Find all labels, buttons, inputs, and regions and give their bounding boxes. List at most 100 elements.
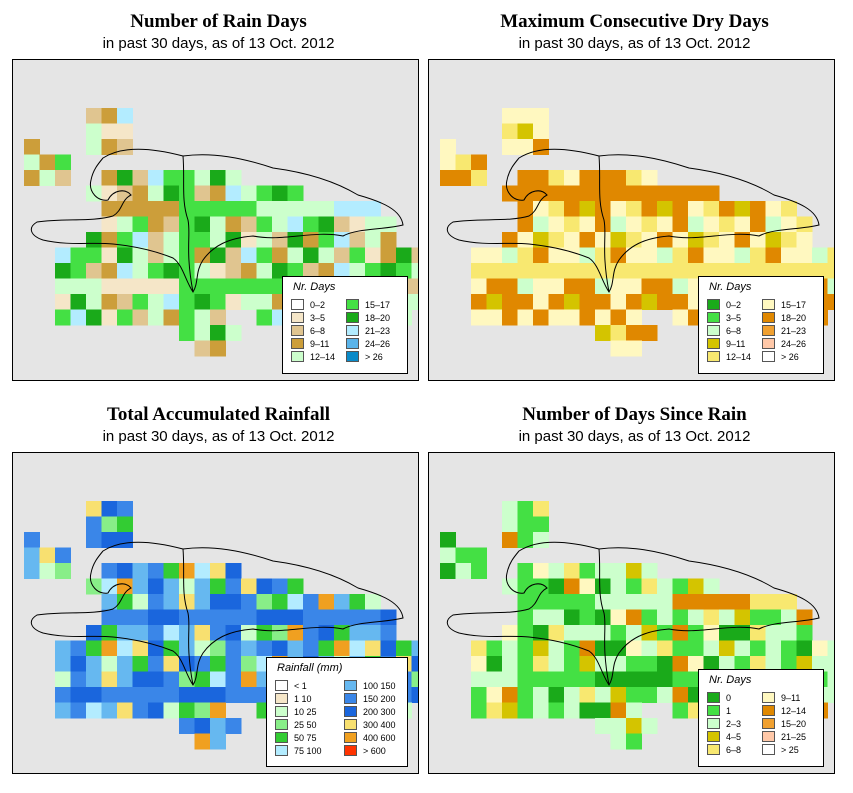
grid-cell (132, 294, 149, 310)
grid-cell (703, 594, 720, 610)
grid-cell (194, 625, 211, 641)
grid-cell (734, 640, 751, 657)
grid-cell (210, 216, 226, 233)
legend-swatch (346, 312, 359, 323)
legend-label: 12–14 (726, 351, 752, 362)
grid-cell (579, 309, 596, 326)
grid-cell (163, 702, 180, 719)
grid-cell (827, 278, 834, 295)
grid-cell (24, 563, 40, 579)
grid-cell (657, 247, 673, 264)
grid-cell (657, 671, 673, 688)
legend-label: 24–26 (365, 338, 391, 349)
grid-cell (703, 247, 720, 264)
grid-cell (210, 201, 226, 217)
grid-cell (440, 547, 456, 564)
grid-cell (194, 594, 211, 610)
grid-cell (163, 201, 180, 217)
grid-cell (750, 656, 766, 672)
legend-label: 18–20 (781, 312, 807, 323)
grid-cell (533, 232, 549, 248)
grid-cell (380, 263, 397, 279)
legend-label: > 26 (781, 351, 799, 362)
grid-cell (610, 687, 627, 703)
grid-cell (548, 702, 565, 719)
panel-dry-days: Maximum Consecutive Dry Days in past 30 … (428, 0, 841, 392)
grid-cell (163, 294, 180, 310)
grid-cell (610, 170, 627, 186)
grid-cell (641, 278, 658, 295)
grid-cell (626, 609, 642, 626)
grid-cell (148, 563, 164, 579)
grid-cell (626, 201, 642, 217)
grid-cell (256, 625, 273, 641)
grid-cell (610, 232, 627, 248)
grid-cell (641, 563, 658, 579)
panel-accumulated-rainfall: Total Accumulated Rainfall in past 30 da… (12, 393, 425, 785)
legend-items: 0–2 3–5 6–8 9–11 12–14 15–17 18–20 21–23 24–26 > … (707, 298, 811, 363)
grid-cell (548, 201, 565, 217)
grid-cell (796, 656, 813, 672)
legend-item: 1 10 (275, 692, 338, 705)
grid-cell (117, 516, 133, 533)
grid-cell (750, 609, 766, 626)
grid-cell (117, 625, 133, 641)
grid-cell (610, 609, 627, 626)
grid-cell (287, 594, 304, 610)
grid-cell (380, 609, 397, 626)
grid-cell (163, 609, 180, 626)
grid-cell (287, 247, 304, 264)
grid-cell (688, 640, 704, 657)
grid-cell (750, 216, 766, 233)
grid-cell (626, 247, 642, 264)
grid-cell (349, 247, 366, 264)
grid-cell (502, 578, 518, 595)
grid-cell (148, 609, 164, 626)
grid-cell (533, 640, 549, 657)
grid-cell (765, 216, 782, 233)
grid-cell (564, 278, 580, 295)
grid-cell (517, 309, 534, 326)
grid-cell (148, 201, 164, 217)
legend-swatch (707, 325, 720, 336)
grid-cell (781, 247, 797, 264)
grid-cell (548, 263, 565, 279)
legend-title: Nr. Days (709, 281, 752, 293)
grid-cell (194, 340, 211, 357)
grid-cell (318, 201, 335, 217)
grid-cell (194, 733, 211, 750)
grid-cell (703, 609, 720, 626)
grid-cell (303, 625, 319, 641)
legend-item: 12–14 (707, 350, 756, 363)
grid-cell (517, 108, 534, 124)
grid-cell (533, 247, 549, 264)
legend-item: 10 25 (275, 705, 338, 718)
grid-cell (471, 547, 487, 564)
grid-cell (750, 201, 766, 217)
grid-cell (101, 609, 118, 626)
legend-title: Nr. Days (709, 674, 752, 686)
legend-item: > 600 (344, 744, 407, 757)
grid-cell (117, 532, 133, 548)
grid-cell (688, 201, 704, 217)
legend-item: 12–14 (762, 704, 811, 717)
legend-item: 24–26 (346, 337, 395, 350)
grid-cell (24, 170, 40, 186)
grid-cell (781, 594, 797, 610)
legend-item: 0–2 (291, 298, 340, 311)
legend-item: 200 300 (344, 705, 407, 718)
grid-cell (719, 625, 735, 641)
legend-item: 15–17 (762, 298, 811, 311)
grid-cell (349, 640, 366, 657)
legend-item: 21–25 (762, 730, 811, 743)
grid-cell (703, 185, 720, 202)
grid-cell (579, 609, 596, 626)
grid-cell (548, 309, 565, 326)
grid-cell (719, 609, 735, 626)
legend-item: 300 400 (344, 718, 407, 731)
coastline (446, 541, 820, 686)
grid-cell (765, 263, 782, 279)
grid-cell (672, 594, 689, 610)
legend-swatch (275, 706, 288, 717)
grid-cell (595, 216, 611, 233)
